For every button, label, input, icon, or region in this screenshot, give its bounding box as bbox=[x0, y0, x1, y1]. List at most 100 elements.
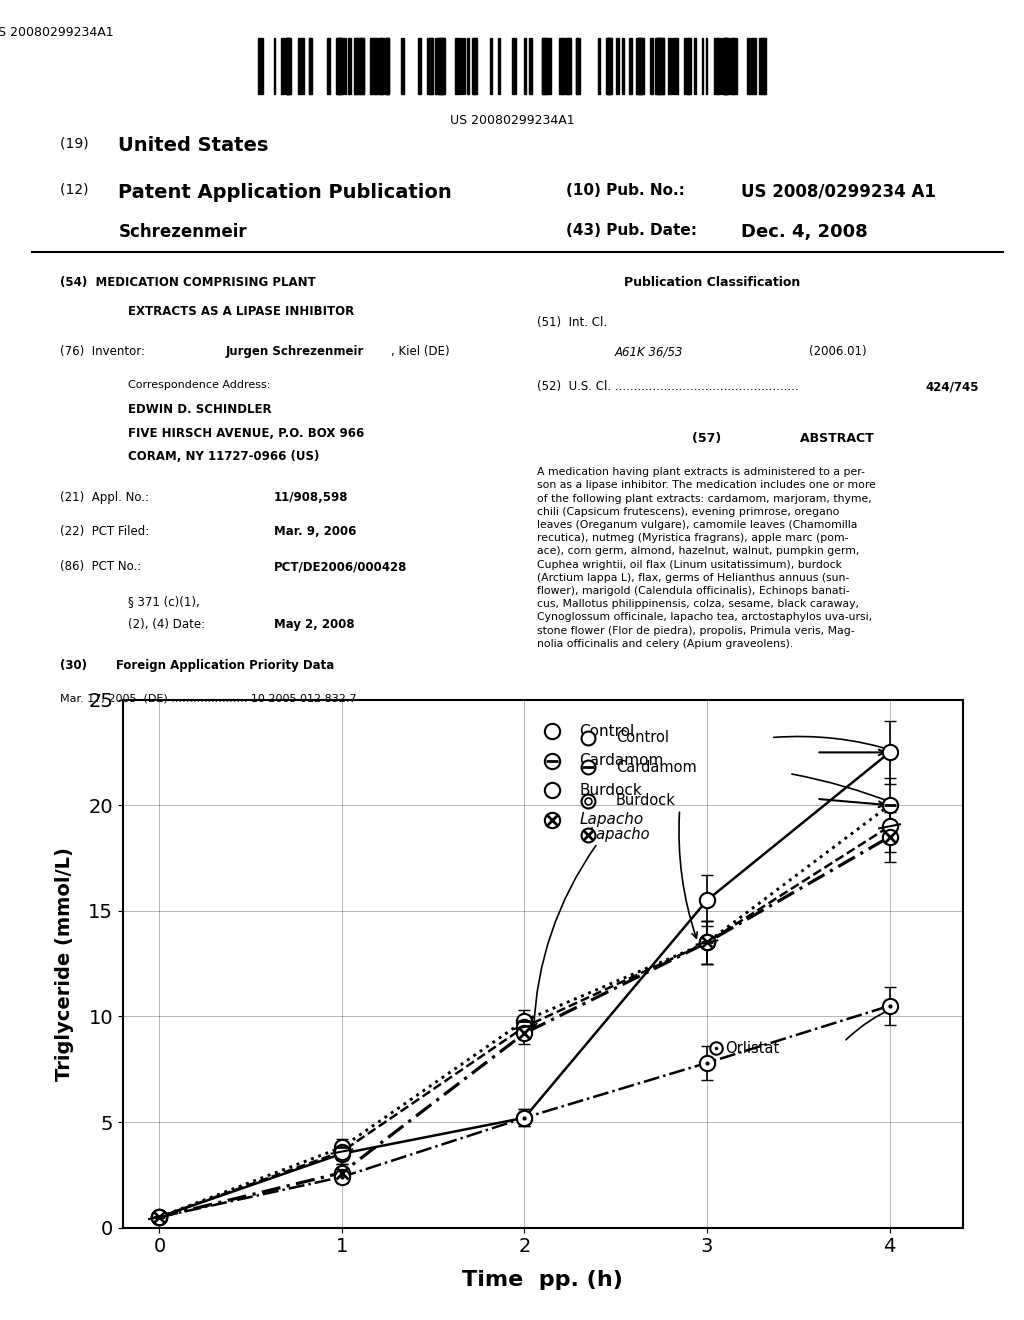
Bar bbox=[385, 38, 388, 94]
Text: Control: Control bbox=[615, 730, 669, 744]
Bar bbox=[435, 38, 439, 94]
Text: (43) Pub. Date:: (43) Pub. Date: bbox=[565, 223, 696, 239]
Bar bbox=[286, 38, 289, 94]
Text: (22)  PCT Filed:: (22) PCT Filed: bbox=[59, 525, 150, 539]
Bar bbox=[717, 38, 720, 94]
Bar bbox=[615, 38, 618, 94]
Text: US 2008/0299234 A1: US 2008/0299234 A1 bbox=[741, 182, 936, 201]
Text: EXTRACTS AS A LIPASE INHIBITOR: EXTRACTS AS A LIPASE INHIBITOR bbox=[128, 305, 354, 318]
Text: US 20080299234A1: US 20080299234A1 bbox=[450, 114, 574, 127]
Bar bbox=[464, 38, 465, 94]
Bar bbox=[288, 38, 289, 94]
Bar bbox=[339, 38, 344, 94]
Bar bbox=[735, 38, 737, 94]
Bar bbox=[308, 38, 311, 94]
Text: FIVE HIRSCH AVENUE, P.O. BOX 966: FIVE HIRSCH AVENUE, P.O. BOX 966 bbox=[128, 426, 365, 440]
Text: (10) Pub. No.:: (10) Pub. No.: bbox=[565, 182, 690, 198]
Bar bbox=[281, 38, 284, 94]
Bar bbox=[706, 38, 708, 94]
Bar bbox=[752, 38, 757, 94]
Bar bbox=[512, 38, 515, 94]
Bar bbox=[372, 38, 376, 94]
Bar bbox=[657, 38, 660, 94]
Bar bbox=[327, 38, 330, 94]
Text: Cardamom: Cardamom bbox=[615, 760, 696, 775]
Bar bbox=[287, 38, 290, 94]
Text: Burdock: Burdock bbox=[580, 783, 642, 797]
Text: Cardamom: Cardamom bbox=[580, 754, 664, 768]
Bar bbox=[375, 38, 380, 94]
Bar bbox=[273, 38, 275, 94]
Bar bbox=[730, 38, 734, 94]
Bar bbox=[562, 38, 567, 94]
Bar bbox=[725, 38, 728, 94]
Bar bbox=[546, 38, 547, 94]
Bar bbox=[724, 38, 729, 94]
Bar bbox=[762, 38, 765, 94]
Bar bbox=[577, 38, 578, 94]
Bar bbox=[457, 38, 461, 94]
Bar bbox=[559, 38, 562, 94]
Bar bbox=[567, 38, 569, 94]
Bar bbox=[566, 38, 571, 94]
Bar bbox=[542, 38, 545, 94]
Text: (76)  Inventor:: (76) Inventor: bbox=[59, 346, 145, 358]
Text: 424/745: 424/745 bbox=[926, 380, 979, 393]
Bar bbox=[429, 38, 433, 94]
Bar bbox=[622, 38, 624, 94]
Text: CORAM, NY 11727-0966 (US): CORAM, NY 11727-0966 (US) bbox=[128, 450, 319, 463]
Text: Mar. 9, 2006: Mar. 9, 2006 bbox=[273, 525, 356, 539]
Bar bbox=[760, 38, 762, 94]
Bar bbox=[302, 38, 304, 94]
Bar bbox=[524, 38, 525, 94]
Text: A medication having plant extracts is administered to a per-
son as a lipase inh: A medication having plant extracts is ad… bbox=[537, 467, 876, 649]
Bar bbox=[442, 38, 443, 94]
Text: (21)  Appl. No.:: (21) Appl. No.: bbox=[59, 491, 148, 503]
Bar bbox=[688, 38, 691, 94]
Bar bbox=[629, 38, 632, 94]
Bar bbox=[347, 38, 349, 94]
Bar bbox=[471, 38, 476, 94]
Text: Control: Control bbox=[580, 723, 635, 739]
Text: Dec. 4, 2008: Dec. 4, 2008 bbox=[741, 223, 867, 242]
Bar bbox=[714, 38, 718, 94]
Y-axis label: Triglyceride (mmol/L): Triglyceride (mmol/L) bbox=[55, 846, 75, 1081]
Text: (86)  PCT No.:: (86) PCT No.: bbox=[59, 560, 141, 573]
Text: Schrezenmeir: Schrezenmeir bbox=[118, 223, 247, 242]
Bar bbox=[724, 38, 725, 94]
Text: Correspondence Address:: Correspondence Address: bbox=[128, 380, 270, 391]
Bar bbox=[462, 38, 463, 94]
X-axis label: Time  pp. (h): Time pp. (h) bbox=[462, 1270, 624, 1290]
Bar bbox=[341, 38, 342, 94]
Bar bbox=[490, 38, 492, 94]
Bar bbox=[356, 38, 361, 94]
Text: Lapacho: Lapacho bbox=[580, 813, 643, 828]
Bar bbox=[668, 38, 673, 94]
Bar bbox=[370, 38, 372, 94]
Bar bbox=[472, 38, 477, 94]
Text: (19): (19) bbox=[59, 136, 93, 150]
Text: (12): (12) bbox=[59, 182, 93, 197]
Bar bbox=[639, 38, 642, 94]
Bar bbox=[637, 38, 640, 94]
Bar bbox=[687, 38, 690, 94]
Bar bbox=[427, 38, 428, 94]
Text: Mar. 17, 2005  (DE) ..................... 10 2005 012 832.7: Mar. 17, 2005 (DE) .....................… bbox=[59, 694, 356, 704]
Bar bbox=[575, 38, 581, 94]
Text: EDWIN D. SCHINDLER: EDWIN D. SCHINDLER bbox=[128, 404, 271, 416]
Text: United States: United States bbox=[118, 136, 268, 156]
Text: § 371 (c)(1),: § 371 (c)(1), bbox=[128, 595, 200, 609]
Bar bbox=[636, 38, 641, 94]
Bar bbox=[354, 38, 357, 94]
Text: (2), (4) Date:: (2), (4) Date: bbox=[128, 618, 205, 631]
Bar bbox=[528, 38, 531, 94]
Text: , Kiel (DE): , Kiel (DE) bbox=[390, 346, 450, 358]
Bar bbox=[694, 38, 696, 94]
Text: (51)  Int. Cl.: (51) Int. Cl. bbox=[537, 317, 606, 329]
Bar bbox=[386, 38, 389, 94]
Bar bbox=[258, 38, 263, 94]
Bar bbox=[438, 38, 441, 94]
Bar bbox=[401, 38, 404, 94]
Text: US 20080299234A1: US 20080299234A1 bbox=[0, 26, 114, 40]
Bar bbox=[308, 38, 310, 94]
